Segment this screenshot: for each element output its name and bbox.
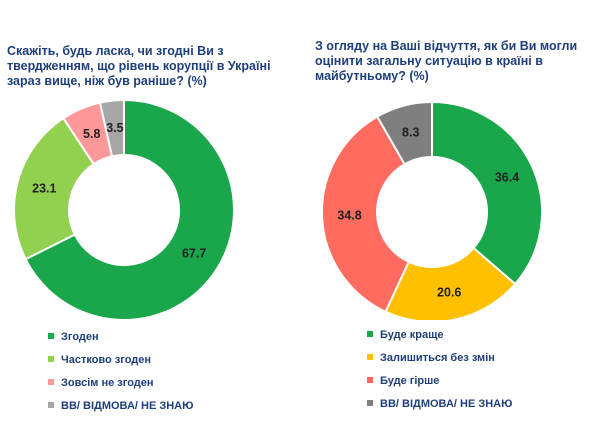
donut-slice	[384, 246, 517, 320]
legend-label: Залишиться без змін	[380, 352, 495, 364]
donut-slice	[431, 100, 543, 286]
chart-panel-outlook: З огляду на Ваші відчуття, як би Ви могл…	[295, 0, 590, 417]
donut-slice	[24, 98, 235, 320]
donut-slice	[13, 116, 96, 261]
slice-value-label: 8.3	[402, 125, 419, 139]
legend-label: Зовсім не згоден	[61, 377, 154, 389]
legend-item: Буде гірше	[367, 375, 512, 398]
legend-label: ВВ/ ВІДМОВА/ НЕ ЗНАЮ	[380, 398, 513, 410]
legend-swatch	[367, 400, 373, 407]
legend-swatch	[48, 402, 54, 409]
legend-swatch	[367, 331, 373, 338]
slice-value-label: 67.7	[182, 246, 206, 260]
chart-title: Скажіть, будь ласка, чи згодні Ви з твер…	[7, 44, 271, 88]
donut-chart: 36.4 20.6 34.8 8.3	[321, 100, 543, 320]
legend-item: Зовсім не згоден	[48, 377, 193, 400]
slice-value-label: 3.5	[106, 121, 123, 135]
legend-item: Буде краще	[367, 329, 512, 352]
legend-label: Буде гірше	[380, 375, 440, 387]
legend-label: Згоден	[61, 331, 99, 343]
donut-slice	[321, 115, 411, 314]
legend-item: Згоден	[48, 331, 193, 354]
donut-slice	[375, 100, 433, 166]
legend-label: ВВ/ ВІДМОВА/ НЕ ЗНАЮ	[61, 400, 194, 412]
legend-swatch	[48, 333, 54, 340]
legend-item: ВВ/ ВІДМОВА/ НЕ ЗНАЮ	[48, 400, 193, 423]
legend-swatch	[48, 356, 54, 363]
slice-value-label: 36.4	[495, 171, 519, 185]
donut-slice	[98, 98, 125, 158]
chart-panel-corruption: Скажіть, будь ласка, чи згодні Ви з твер…	[0, 0, 295, 417]
legend-label: Буде краще	[380, 329, 444, 341]
donut-chart: 67.7 23.1 5.8 3.5	[13, 98, 235, 320]
legend: Буде краще Залишиться без змін Буде гірш…	[367, 329, 512, 421]
legend-item: Частково згоден	[48, 354, 193, 377]
slice-value-label: 20.6	[437, 286, 461, 300]
chart-title: З огляду на Ваші відчуття, як би Ви могл…	[315, 39, 578, 83]
legend-swatch	[48, 379, 54, 386]
slice-value-label: 34.8	[337, 208, 361, 222]
legend-item: ВВ/ ВІДМОВА/ НЕ ЗНАЮ	[367, 398, 512, 421]
slice-value-label: 23.1	[32, 182, 56, 196]
legend: Згоден Частково згоден Зовсім не згоден …	[48, 331, 193, 423]
legend-swatch	[367, 377, 373, 384]
legend-item: Залишиться без змін	[367, 352, 512, 375]
slice-value-label: 5.8	[83, 127, 100, 141]
legend-swatch	[367, 354, 373, 361]
legend-label: Частково згоден	[61, 354, 152, 366]
